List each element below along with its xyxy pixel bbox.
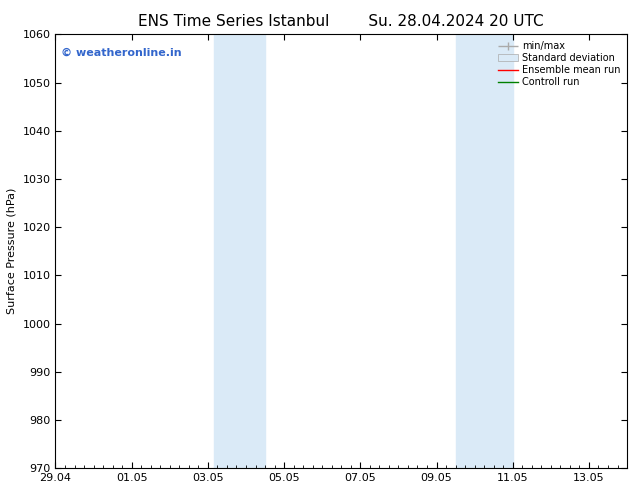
Bar [456,34,513,468]
Text: © weatheronline.in: © weatheronline.in [61,48,182,57]
Legend: min/max, Standard deviation, Ensemble mean run, Controll run: min/max, Standard deviation, Ensemble me… [496,39,622,89]
Bar [214,34,265,468]
Y-axis label: Surface Pressure (hPa): Surface Pressure (hPa) [7,188,17,315]
Title: ENS Time Series Istanbul        Su. 28.04.2024 20 UTC: ENS Time Series Istanbul Su. 28.04.2024 … [138,14,544,29]
